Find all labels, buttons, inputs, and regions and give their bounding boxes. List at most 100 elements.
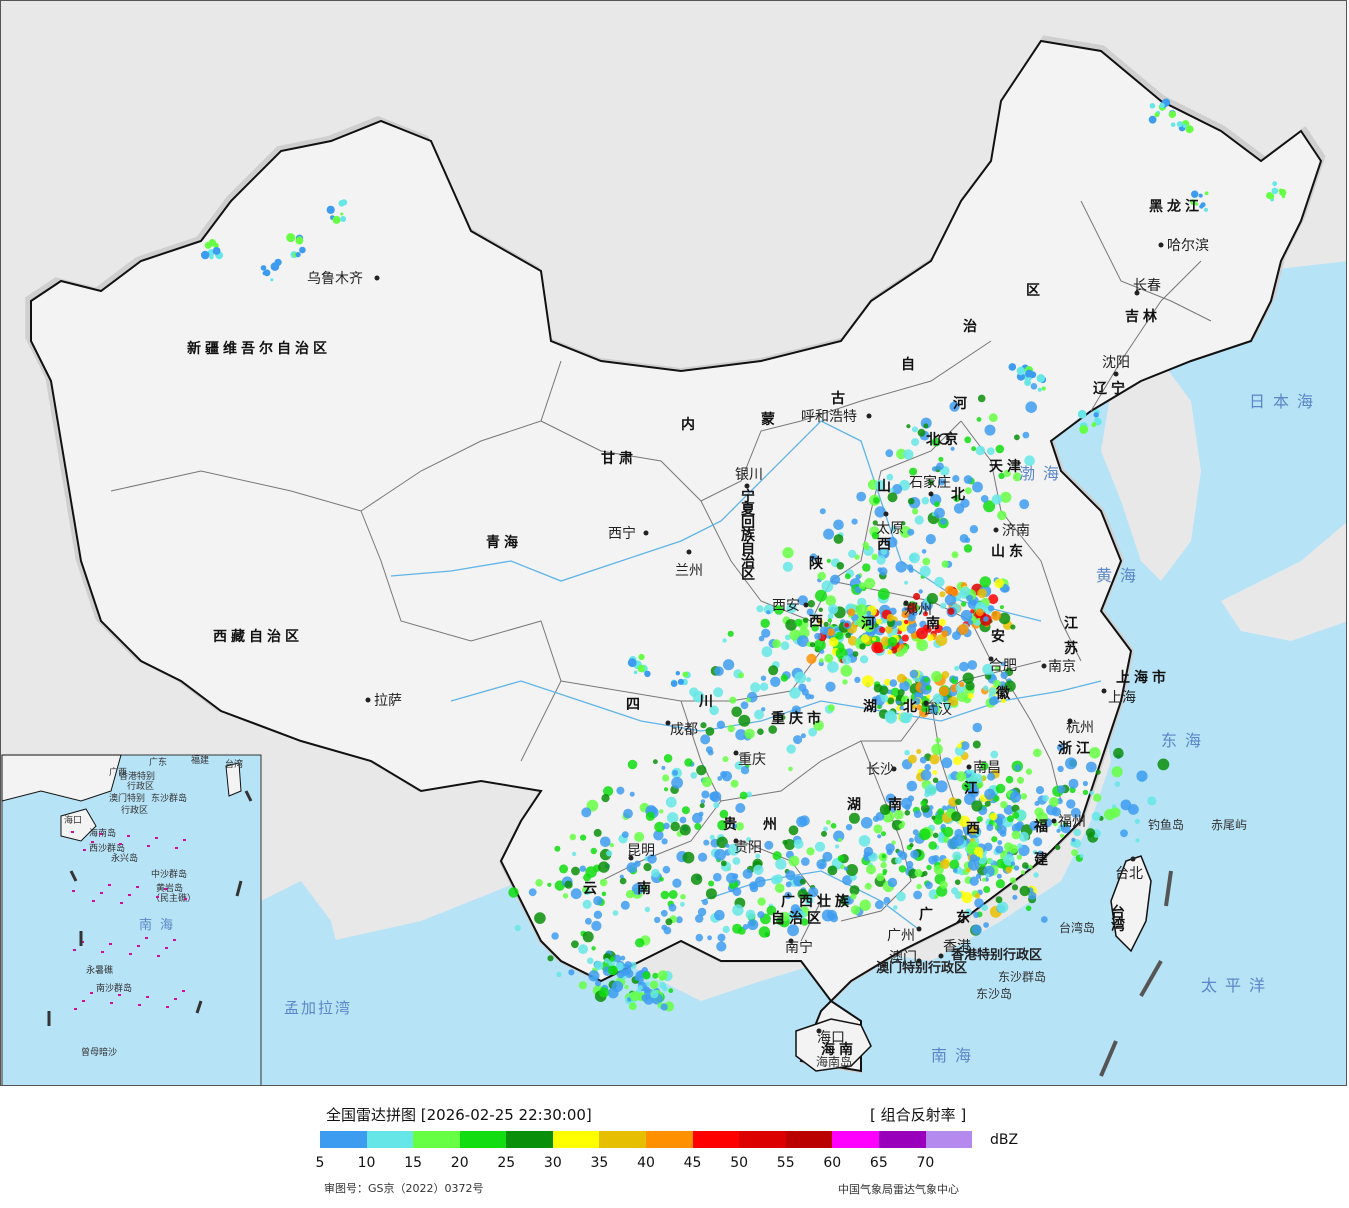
city-dot-xian[interactable]: [803, 602, 809, 608]
radar-echo-cell: [1094, 417, 1098, 421]
legend-tick: 30: [543, 1155, 562, 1171]
radar-echo-cell: [1025, 768, 1033, 775]
radar-echo-cell: [940, 859, 950, 869]
radar-echo-cell: [793, 839, 804, 849]
radar-echo-cell: [1134, 818, 1140, 824]
city-dot-taipei[interactable]: [1130, 856, 1136, 862]
radar-echo-cell: [886, 473, 894, 481]
radar-echo-cell: [977, 394, 986, 403]
city-dot-shanghai_c[interactable]: [1101, 688, 1107, 694]
map-canvas[interactable]: 新疆维吾尔自治区 西藏自治区 青海 甘肃内蒙古自治区黑龙江 吉林 辽宁河北山西山东河南陕西…: [0, 0, 1347, 1086]
radar-echo-cell: [760, 618, 770, 628]
radar-echo-cell: [799, 815, 810, 826]
city-dot-xining[interactable]: [643, 530, 649, 536]
province-label-ningxia-char: 宁: [741, 488, 759, 505]
radar-echo-cell: [1000, 801, 1008, 809]
city-dot-zhengzhou[interactable]: [903, 600, 909, 606]
city-dot-changchun[interactable]: [1134, 290, 1140, 296]
inset-island-mark: [138, 1004, 141, 1006]
city-dot-taiyuan[interactable]: [883, 511, 889, 517]
radar-echo-cell: [598, 861, 610, 873]
city-dot-nanjing[interactable]: [1041, 663, 1047, 669]
city-dot-shijiazhuang[interactable]: [928, 491, 934, 497]
radar-echo-cell: [740, 766, 750, 775]
radar-echo-cell: [698, 852, 708, 862]
radar-echo-cell: [784, 839, 796, 850]
radar-echo-cell: [714, 909, 725, 921]
city-dot-harbin[interactable]: [1158, 242, 1164, 248]
city-dot-lhasa[interactable]: [365, 697, 371, 703]
radar-echo-cell: [859, 899, 871, 911]
radar-echo-cell: [665, 918, 673, 926]
radar-echo-cell: [942, 805, 947, 811]
radar-echo-cell: [739, 791, 748, 800]
city-dot-kunming[interactable]: [628, 855, 634, 861]
legend-tick: 65: [869, 1155, 888, 1171]
city-dot-changsha[interactable]: [891, 766, 897, 772]
legend-tick: 5: [315, 1155, 325, 1171]
city-dot-guangzhou[interactable]: [916, 926, 922, 932]
city-dot-macau_c[interactable]: [916, 958, 922, 964]
city-label-chengdu: 成都: [670, 722, 698, 738]
city-dot-guiyang[interactable]: [733, 838, 739, 844]
radar-echo-cell: [916, 627, 928, 640]
radar-echo-cell: [1055, 844, 1061, 851]
city-dot-chongqing_c[interactable]: [733, 750, 739, 756]
radar-echo-cell: [846, 864, 858, 876]
radar-echo-cell: [960, 586, 971, 597]
color-swatch-1: [366, 1131, 414, 1148]
city-dot-lanzhou[interactable]: [686, 549, 692, 555]
city-dot-nanning[interactable]: [788, 938, 794, 944]
radar-echo-cell: [828, 637, 839, 647]
city-dot-hongkong_c[interactable]: [938, 953, 944, 959]
radar-echo-cell: [840, 664, 853, 677]
province-label-guizhou_1: 贵: [723, 816, 741, 833]
legend-tick: 45: [683, 1155, 702, 1171]
radar-echo-cell: [819, 649, 825, 654]
province-label-neimenggu_2: 蒙: [761, 411, 779, 428]
radar-echo-cell: [845, 632, 851, 639]
province-label-anhui_1: 安: [991, 628, 1009, 645]
radar-echo-cell: [923, 611, 928, 617]
city-dot-jinan[interactable]: [993, 527, 999, 533]
radar-echo-cell: [975, 831, 981, 837]
city-dot-haikou[interactable]: [816, 1028, 822, 1034]
radar-echo-cell: [934, 894, 939, 899]
city-dot-urumqi[interactable]: [374, 275, 380, 281]
city-dot-fuzhou[interactable]: [1051, 818, 1057, 824]
radar-echo-cell: [1017, 843, 1023, 849]
city-dot-wuhan[interactable]: [923, 700, 929, 706]
radar-echo-cell: [941, 630, 949, 638]
city-dot-hefei[interactable]: [988, 656, 994, 662]
city-dot-shenyang[interactable]: [1113, 371, 1119, 377]
legend-tick: 25: [497, 1155, 516, 1171]
radar-echo-cell: [960, 498, 970, 508]
radar-echo-cell: [1003, 469, 1011, 478]
radar-echo-cell: [698, 811, 704, 817]
radar-echo-cell: [899, 680, 910, 692]
city-dot-chengdu[interactable]: [665, 720, 671, 726]
radar-echo-cell: [707, 749, 714, 756]
city-label-shanghai_c: 上海: [1108, 690, 1136, 706]
dash-line: [1099, 870, 1173, 1077]
radar-echo-cell: [1148, 115, 1157, 124]
city-dot-hohhot[interactable]: [866, 413, 872, 419]
radar-echo-cell: [873, 497, 880, 504]
radar-echo-cell: [835, 631, 844, 640]
radar-echo-cell: [941, 757, 953, 769]
radar-echo-cell: [716, 836, 728, 848]
radar-echo-cell: [1040, 916, 1048, 923]
radar-echo-cell: [759, 682, 769, 691]
radar-echo-cell: [777, 712, 782, 717]
capital-star-icon[interactable]: [938, 433, 950, 445]
producer-credit: 中国气象局雷达气象中心: [838, 1183, 959, 1196]
radar-echo-cell: [1033, 748, 1042, 758]
city-dot-yinchuan[interactable]: [744, 483, 750, 489]
radar-echo-cell: [906, 564, 914, 571]
city-dot-nanchang[interactable]: [966, 764, 972, 770]
province-label-sichuan_1: 四: [626, 697, 644, 713]
radar-echo-cell: [969, 854, 978, 863]
radar-echo-cell: [932, 832, 939, 838]
radar-echo-cell: [866, 610, 872, 616]
city-dot-hangzhou[interactable]: [1067, 718, 1073, 724]
